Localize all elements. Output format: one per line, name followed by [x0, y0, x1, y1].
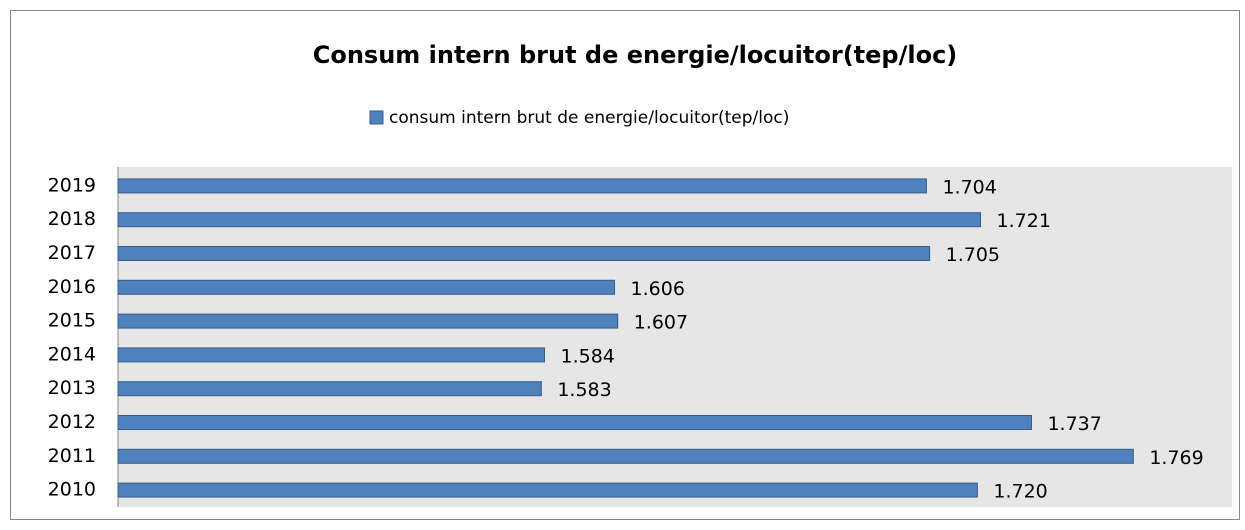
y-tick-label: 2012	[48, 411, 96, 433]
y-tick-label: 2014	[48, 343, 96, 365]
data-label: 1.769	[1149, 447, 1203, 469]
y-tick-label: 2018	[48, 208, 96, 230]
data-label: 1.606	[631, 278, 685, 300]
legend-label: consum intern brut de energie/locuitor(t…	[389, 108, 789, 128]
data-label: 1.721	[997, 210, 1051, 232]
y-tick-label: 2017	[48, 242, 96, 264]
data-label: 1.720	[993, 481, 1047, 503]
chart-title: Consum intern brut de energie/locuitor(t…	[313, 41, 958, 69]
data-label: 1.704	[942, 176, 996, 198]
bar	[117, 313, 619, 329]
bar	[117, 246, 931, 261]
bar	[117, 212, 982, 228]
data-label: 1.607	[634, 312, 688, 334]
data-label: 1.705	[946, 244, 1000, 266]
bar	[117, 381, 542, 397]
data-label: 1.584	[561, 345, 615, 367]
y-tick-label: 2011	[48, 445, 96, 467]
data-label: 1.583	[557, 379, 611, 401]
y-tick-label: 2010	[48, 479, 96, 501]
bar	[117, 279, 616, 295]
data-label: 1.737	[1047, 413, 1101, 435]
legend-swatch	[369, 110, 384, 125]
y-tick-label: 2019	[48, 174, 96, 196]
bar	[117, 415, 1032, 430]
bar	[117, 178, 927, 194]
bar	[117, 482, 978, 498]
y-tick-label: 2015	[48, 310, 96, 332]
y-tick-label: 2016	[48, 276, 96, 298]
bar	[117, 448, 1134, 464]
bar	[117, 347, 546, 363]
y-tick-label: 2013	[48, 377, 96, 399]
